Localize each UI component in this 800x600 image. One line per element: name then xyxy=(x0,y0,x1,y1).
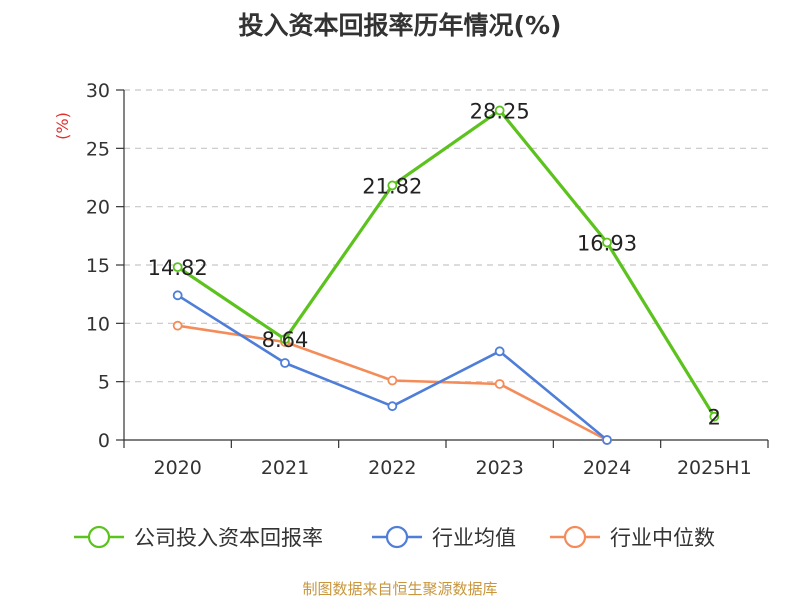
x-tick-label-2024: 2024 xyxy=(583,457,631,479)
series-2-point-2022 xyxy=(387,375,398,386)
series-2-point-2023 xyxy=(494,379,505,389)
legend[interactable]: 公司投入资本回报率 行业均值 行业中位数 xyxy=(74,525,715,550)
data-labels: 14.82 8.64 21.82 28.25 16.93 2 xyxy=(148,99,721,429)
x-tick-label-2020: 2020 xyxy=(153,457,201,479)
y-tick-label-20: 20 xyxy=(86,197,110,219)
grid-lines xyxy=(124,89,768,383)
legend-item-1[interactable]: 行业均值 xyxy=(372,525,516,550)
source-note: 制图数据来自恒生聚源数据库 xyxy=(302,580,498,598)
series-1-point-2023 xyxy=(494,346,505,357)
series-line-1 xyxy=(176,294,608,442)
data-label-2023: 28.25 xyxy=(470,99,530,123)
legend-label: 行业中位数 xyxy=(610,526,715,550)
series-0-point-2025H1 xyxy=(709,411,720,422)
y-tick-label-10: 10 xyxy=(86,313,110,335)
y-tick-label-30: 30 xyxy=(86,80,110,102)
y-tick-label-25: 25 xyxy=(86,138,110,160)
series-line-0 xyxy=(176,108,716,418)
y-tick-label-15: 15 xyxy=(86,255,110,277)
data-label-2022: 21.82 xyxy=(362,174,422,198)
series-0-point-2022 xyxy=(387,180,398,191)
x-tick-label-2025H1: 2025H1 xyxy=(677,457,752,479)
series-lines xyxy=(172,105,720,445)
series-1-point-2022 xyxy=(387,401,398,412)
data-label-2021: 8.64 xyxy=(262,328,309,352)
legend-item-0[interactable]: 公司投入资本回报率 xyxy=(74,525,323,550)
chart-title: 投入资本回报率历年情况(%) xyxy=(238,11,562,40)
legend-swatch-marker xyxy=(563,525,587,549)
y-tick-label-0: 0 xyxy=(98,430,110,452)
series-1-point-2020 xyxy=(172,290,183,301)
data-label-2020: 14.82 xyxy=(148,256,208,280)
series-0-point-2021 xyxy=(280,334,290,345)
data-label-2025H1: 2 xyxy=(708,406,721,430)
series-1-point-2021 xyxy=(280,358,290,368)
series-0-point-2024 xyxy=(602,237,612,248)
series-0-point-2020 xyxy=(172,262,183,273)
legend-swatch-marker xyxy=(87,525,111,549)
series-2-point-2020 xyxy=(172,320,183,331)
x-tick-label-2022: 2022 xyxy=(368,457,416,479)
y-tick-label-5: 5 xyxy=(98,372,110,394)
axes: 0 5 10 15 20 25 30 (%) 2020 2021 2022 2023 2024 2025H… xyxy=(53,80,769,479)
legend-swatch-marker xyxy=(385,525,409,549)
legend-item-2[interactable]: 行业中位数 xyxy=(550,525,715,550)
x-tick-label-2023: 2023 xyxy=(475,457,523,479)
x-tick-label-2021: 2021 xyxy=(261,457,309,479)
series-1-point-2024 xyxy=(602,435,612,445)
legend-label: 行业均值 xyxy=(432,526,516,550)
legend-label: 公司投入资本回报率 xyxy=(134,526,323,550)
y-unit-label: (%) xyxy=(53,112,72,140)
data-label-2024: 16.93 xyxy=(577,231,637,255)
series-0-point-2023 xyxy=(494,105,505,116)
